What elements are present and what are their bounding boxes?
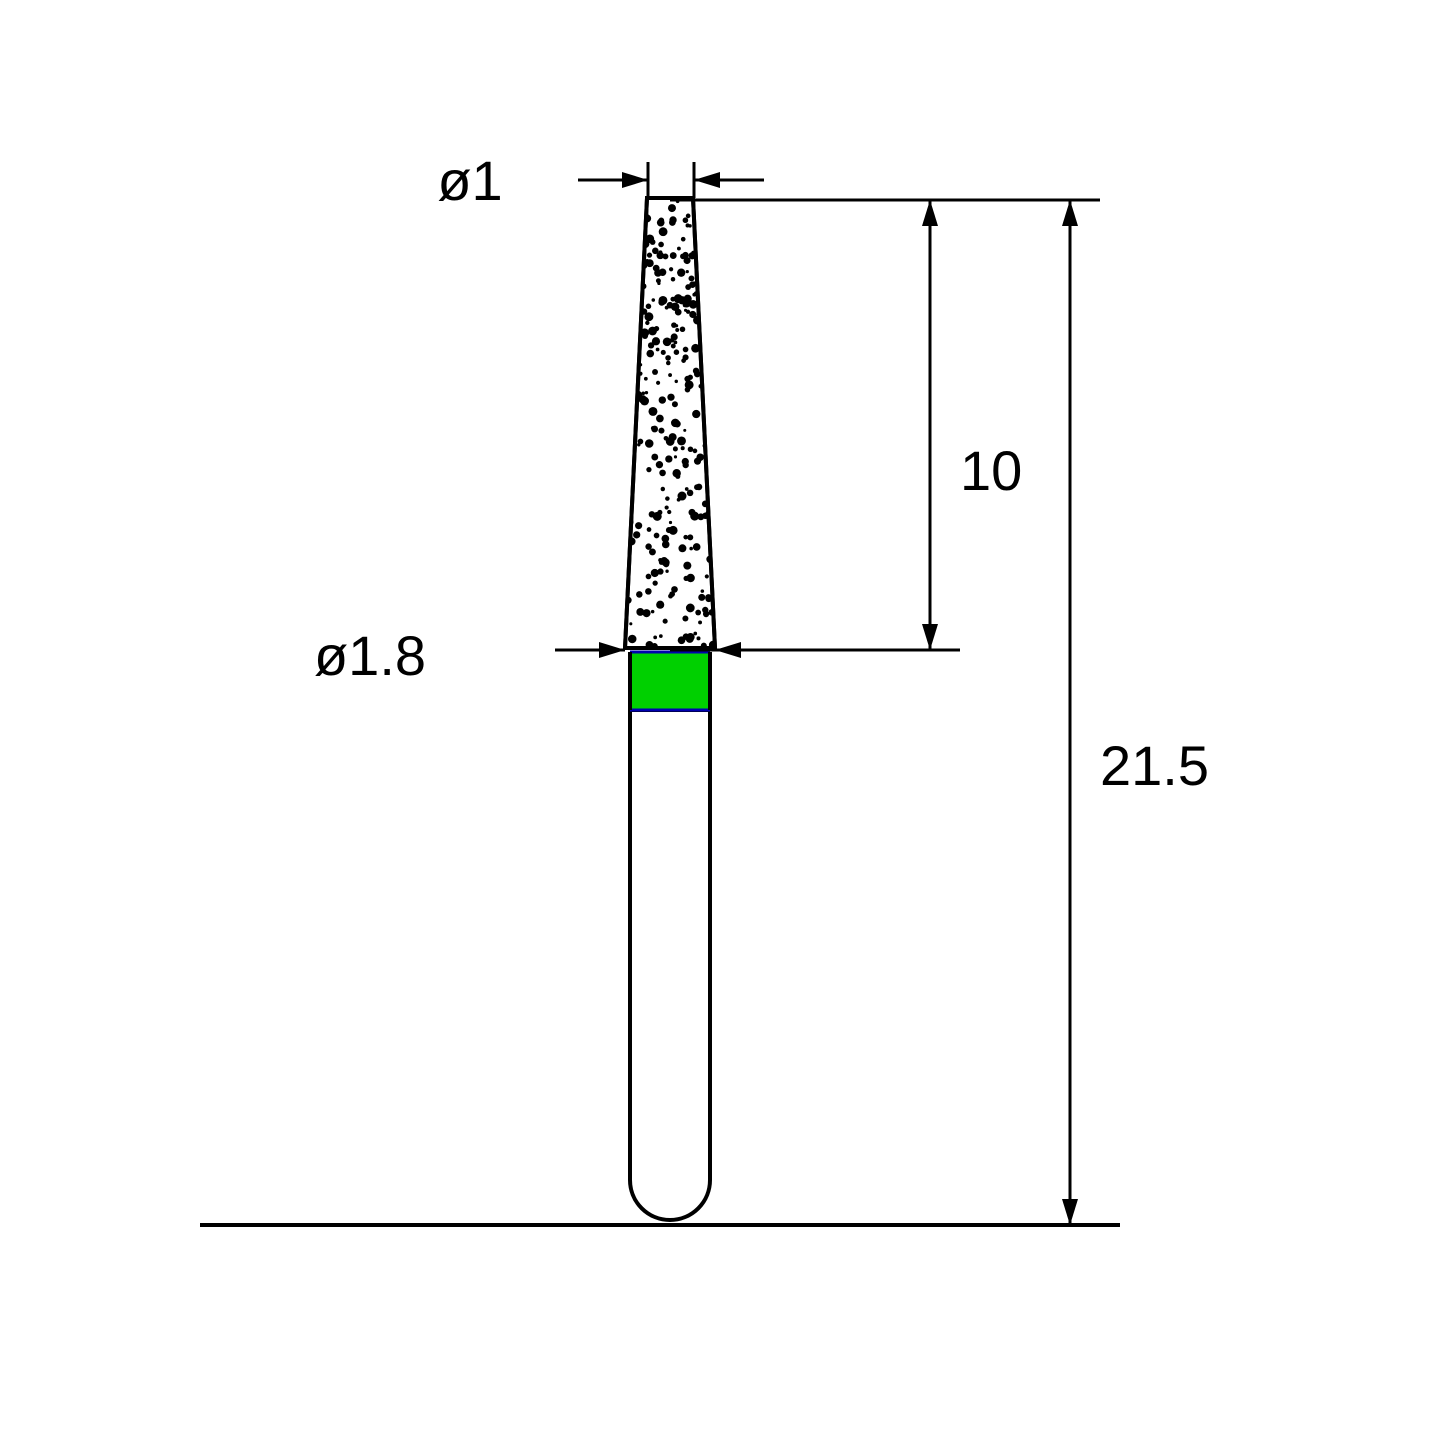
dim-base-diameter: ø1.8 bbox=[314, 624, 426, 687]
technical-drawing: ø1 ø1.8 10 21.5 bbox=[0, 0, 1445, 1445]
dim-tip-diameter: ø1 bbox=[437, 149, 502, 212]
dim-overall-length: 21.5 bbox=[1100, 734, 1209, 797]
color-band bbox=[630, 652, 710, 710]
shank bbox=[630, 710, 710, 1220]
working-head bbox=[625, 198, 715, 648]
dim-head-length: 10 bbox=[960, 439, 1022, 502]
